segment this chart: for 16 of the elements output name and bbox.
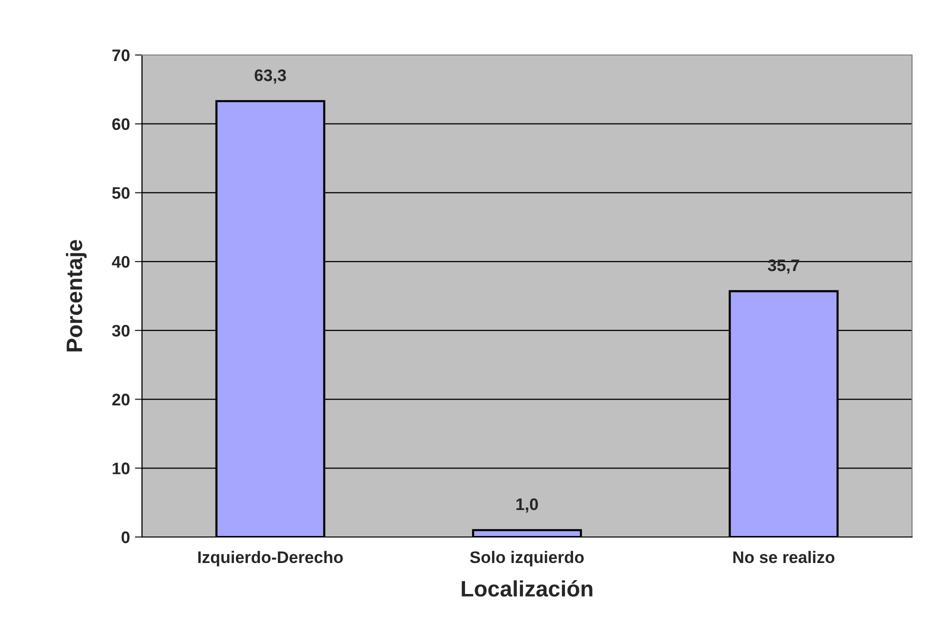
y-tick-label: 60 (112, 118, 130, 130)
y-tick-label: 10 (112, 462, 130, 474)
x-axis-title: Localización (462, 580, 592, 597)
data-label: 35,7 (768, 259, 800, 274)
data-label: 1,0 (516, 498, 538, 513)
y-tick-label: 70 (112, 49, 130, 62)
y-tick-label: 20 (112, 394, 130, 406)
y-tick-label: 50 (112, 187, 130, 199)
y-tick-label: 30 (112, 324, 130, 337)
y-tick-label: 40 (112, 256, 130, 268)
y-axis-title: Porcentaje (66, 240, 87, 352)
x-tick-label: Izquierdo-Derecho (198, 550, 343, 566)
x-tick-label: Solo izquierdo (470, 550, 584, 566)
y-tick-label: 0 (122, 531, 130, 544)
data-label: 63,3 (254, 69, 286, 84)
x-tick-label: No se realizo (733, 550, 834, 564)
